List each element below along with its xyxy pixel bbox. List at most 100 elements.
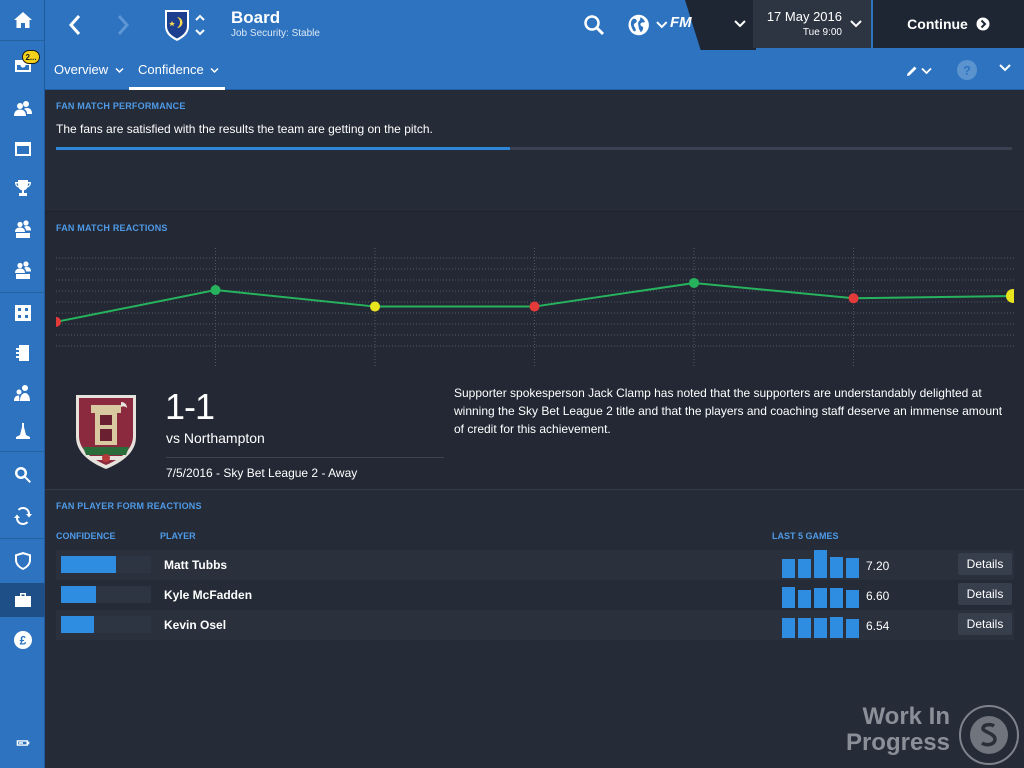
sidebar-item-scouting[interactable]	[0, 458, 45, 492]
edit-view-button[interactable]	[905, 62, 935, 80]
sidebar-divider	[0, 40, 45, 41]
chart-point[interactable]	[1006, 288, 1014, 303]
column-header-confidence[interactable]: CONFIDENCE	[56, 531, 116, 541]
sidebar-item-u21-squad[interactable]	[0, 212, 45, 246]
player-name[interactable]: Kyle McFadden	[164, 588, 253, 602]
player-rating: 7.20	[866, 559, 890, 573]
sidebar-divider	[0, 292, 45, 293]
question-icon: ?	[963, 62, 971, 78]
chart-point[interactable]	[210, 285, 221, 296]
player-name[interactable]: Matt Tubbs	[164, 558, 228, 572]
last-5-game-bar	[846, 558, 859, 578]
last-5-game-bar	[814, 588, 827, 608]
sidebar-item-home[interactable]	[0, 3, 45, 37]
fan-reaction-chart	[56, 248, 1014, 366]
sidebar-item-transfers[interactable]	[0, 499, 45, 533]
column-header-player[interactable]: PLAYER	[160, 531, 196, 541]
club-switcher-icon[interactable]	[194, 12, 206, 38]
sidebar-item-training[interactable]	[0, 336, 45, 370]
confidence-bar	[61, 616, 151, 633]
page-subtitle: Job Security: Stable	[231, 28, 320, 39]
player-row[interactable]: Kevin Osel 6.54 Details	[56, 610, 1014, 640]
staff-icon	[13, 385, 30, 401]
player-name[interactable]: Kevin Osel	[164, 618, 227, 632]
svg-text:£: £	[19, 634, 26, 648]
chevron-right-icon	[117, 15, 130, 35]
chevron-down-icon	[115, 67, 124, 74]
sidebar-divider	[0, 538, 45, 539]
sidebar-item-staff[interactable]	[0, 376, 45, 410]
club-crest-icon[interactable]	[163, 8, 191, 42]
chevron-down-icon	[921, 67, 932, 75]
training-icon	[15, 345, 29, 361]
last-5-game-bar	[782, 618, 795, 638]
chart-point[interactable]	[689, 277, 699, 288]
world-menu-button[interactable]	[627, 12, 669, 38]
watermark-line: Work In	[862, 703, 950, 730]
back-button[interactable]	[62, 11, 88, 39]
last-5-game-bar	[798, 618, 811, 638]
player-row[interactable]: Kyle McFadden 6.60 Details	[56, 580, 1014, 610]
globe-icon	[628, 14, 649, 36]
sidebar-item-u18-squad[interactable]	[0, 253, 45, 287]
fan-performance-bar-fill	[56, 147, 511, 150]
last-5-game-bar	[830, 557, 843, 578]
chevron-down-icon	[210, 67, 219, 74]
sidebar-item-inbox[interactable]: 2...	[0, 47, 45, 81]
details-button[interactable]: Details	[958, 553, 1012, 575]
match-opponent: vs Northampton	[166, 430, 265, 446]
details-button[interactable]: Details	[958, 613, 1012, 635]
sidebar-item-squad[interactable]	[0, 91, 45, 125]
section-title: FAN MATCH PERFORMANCE	[56, 101, 186, 111]
tab-overview[interactable]: Overview	[54, 62, 124, 77]
u18-squad-icon	[14, 261, 31, 279]
sidebar-item-medical[interactable]	[0, 414, 45, 448]
confidence-bar-fill	[61, 616, 95, 633]
confidence-bar	[61, 556, 151, 573]
sidebar-item-club-vision[interactable]	[0, 544, 45, 578]
chart-point[interactable]	[370, 301, 380, 312]
fm-logo: FM	[670, 14, 692, 31]
sidebar-item-board[interactable]	[0, 583, 45, 617]
player-rating: 6.60	[866, 589, 890, 603]
divider	[45, 211, 1024, 212]
forward-button[interactable]	[110, 11, 136, 39]
details-button[interactable]: Details	[958, 583, 1012, 605]
finances-icon: £	[13, 631, 32, 649]
chevron-down-icon[interactable]	[998, 63, 1012, 73]
search-icon	[14, 467, 31, 483]
player-rating: 6.54	[866, 619, 890, 633]
u21-squad-icon	[14, 220, 31, 238]
page-title: Board	[231, 8, 281, 27]
last-5-game-bar	[798, 590, 811, 608]
player-row[interactable]: Matt Tubbs 7.20 Details	[56, 550, 1014, 580]
last-5-games-chart	[782, 610, 860, 638]
chevron-down-icon	[656, 21, 668, 29]
sidebar-item-tactics[interactable]	[0, 296, 45, 330]
chevron-left-icon	[68, 15, 81, 35]
supporter-comment: Supporter spokesperson Jack Clamp has no…	[454, 386, 1003, 436]
match-info: 7/5/2016 - Sky Bet League 2 - Away	[166, 466, 358, 480]
sidebar-item-battery	[0, 726, 45, 760]
sidebar: 2... £	[0, 0, 45, 768]
search-icon[interactable]	[582, 13, 606, 37]
sidebar-divider	[0, 451, 45, 452]
date-panel[interactable]	[753, 0, 871, 48]
tab-confidence-label: Confidence	[138, 62, 204, 77]
watermark-line: Progress	[845, 729, 950, 756]
tab-confidence[interactable]: Confidence	[138, 62, 219, 77]
last-5-game-bar	[830, 617, 843, 638]
sidebar-item-competitions[interactable]	[0, 171, 45, 205]
match-score: 1-1	[165, 386, 215, 427]
chart-point[interactable]	[848, 293, 859, 304]
continue-button[interactable]: Continue	[873, 0, 1024, 48]
chart-point[interactable]	[529, 301, 540, 312]
help-button[interactable]: ?	[957, 60, 977, 80]
sidebar-item-finances[interactable]: £	[0, 623, 45, 657]
chart-point[interactable]	[56, 316, 61, 327]
arrow-right-circle-icon	[976, 17, 990, 31]
trophy-icon	[14, 180, 31, 196]
sidebar-item-schedule[interactable]	[0, 132, 45, 166]
active-tab-indicator	[129, 87, 225, 90]
column-header-last-5-games[interactable]: LAST 5 GAMES	[772, 531, 839, 541]
